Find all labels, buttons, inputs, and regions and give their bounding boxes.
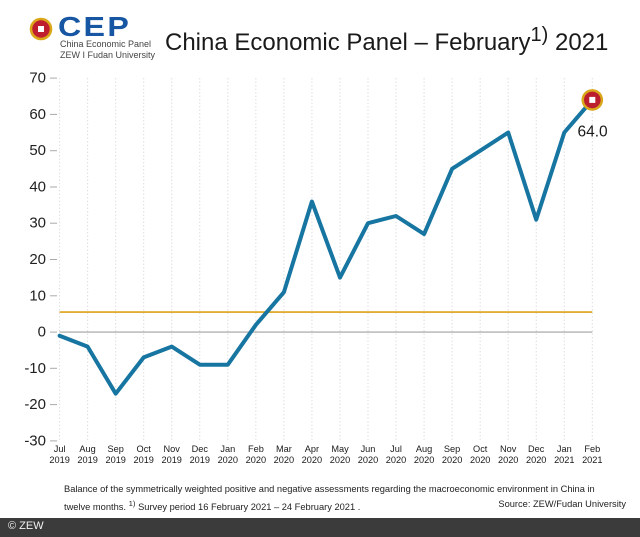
svg-text:2019: 2019 — [105, 455, 125, 465]
svg-text:2020: 2020 — [358, 455, 378, 465]
svg-text:2019: 2019 — [161, 455, 181, 465]
svg-text:Jan: Jan — [220, 444, 235, 454]
svg-text:2019: 2019 — [133, 455, 153, 465]
svg-text:Aug: Aug — [416, 444, 432, 454]
svg-text:10: 10 — [29, 287, 46, 304]
svg-text:Sep: Sep — [444, 444, 460, 454]
svg-text:2020: 2020 — [526, 455, 546, 465]
svg-text:Dec: Dec — [528, 444, 545, 454]
svg-text:60: 60 — [29, 106, 46, 123]
svg-text:2020: 2020 — [246, 455, 266, 465]
svg-text:2019: 2019 — [77, 455, 97, 465]
svg-text:2021: 2021 — [554, 455, 574, 465]
svg-text:70: 70 — [29, 70, 46, 87]
svg-text:2020: 2020 — [414, 455, 434, 465]
svg-text:May: May — [331, 444, 349, 454]
svg-text:Nov: Nov — [500, 444, 517, 454]
svg-text:-10: -10 — [24, 360, 46, 377]
svg-text:20: 20 — [29, 251, 46, 268]
svg-text:40: 40 — [29, 179, 46, 196]
svg-text:Dec: Dec — [192, 444, 209, 454]
svg-text:Jul: Jul — [54, 444, 66, 454]
svg-text:30: 30 — [29, 215, 46, 232]
svg-text:50: 50 — [29, 142, 46, 159]
svg-text:Jan: Jan — [557, 444, 572, 454]
svg-text:Jul: Jul — [390, 444, 402, 454]
svg-text:Jun: Jun — [361, 444, 376, 454]
svg-text:2020: 2020 — [442, 455, 462, 465]
svg-text:Apr: Apr — [305, 444, 319, 454]
svg-text:Aug: Aug — [79, 444, 95, 454]
svg-text:2020: 2020 — [302, 455, 322, 465]
svg-text:2019: 2019 — [49, 455, 69, 465]
svg-text:2020: 2020 — [470, 455, 490, 465]
svg-text:Mar: Mar — [276, 444, 292, 454]
svg-text:Nov: Nov — [164, 444, 181, 454]
svg-text:-30: -30 — [24, 432, 46, 449]
svg-text:2020: 2020 — [498, 455, 518, 465]
svg-text:2020: 2020 — [218, 455, 238, 465]
svg-text:2020: 2020 — [386, 455, 406, 465]
svg-text:Sep: Sep — [108, 444, 124, 454]
svg-text:0: 0 — [38, 324, 46, 341]
svg-text:2020: 2020 — [330, 455, 350, 465]
svg-text:Feb: Feb — [248, 444, 264, 454]
svg-text:Oct: Oct — [137, 444, 152, 454]
svg-text:2019: 2019 — [190, 455, 210, 465]
svg-text:Oct: Oct — [473, 444, 488, 454]
svg-text:Feb: Feb — [584, 444, 600, 454]
svg-text:2020: 2020 — [274, 455, 294, 465]
svg-text:64.0: 64.0 — [578, 124, 609, 141]
svg-text:2021: 2021 — [582, 455, 602, 465]
svg-text:-20: -20 — [24, 396, 46, 413]
